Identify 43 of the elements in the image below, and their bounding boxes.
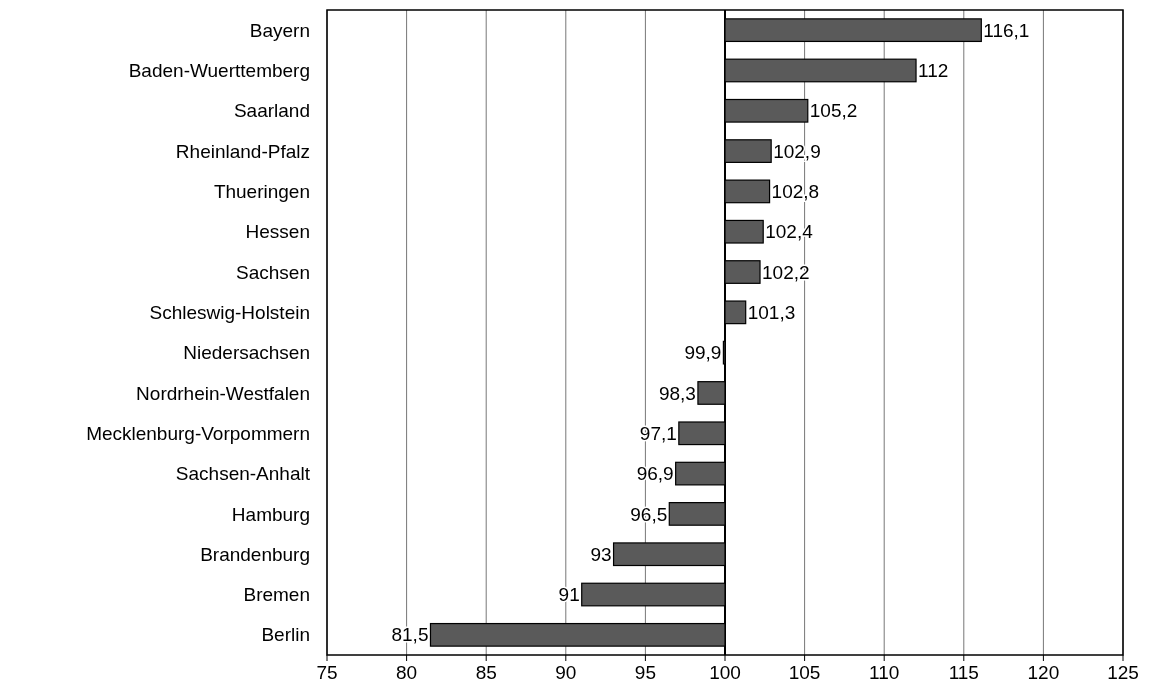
y-tick-label: Brandenburg	[200, 543, 310, 565]
y-tick-label: Thueringen	[213, 181, 310, 203]
data-label: 81,5	[391, 624, 429, 646]
x-tick-label: 125	[1107, 662, 1139, 683]
y-tick-label: Hessen	[245, 221, 310, 243]
y-tick-label: Berlin	[261, 624, 310, 646]
data-label: 102,2	[762, 261, 810, 283]
data-label: 96,5	[630, 503, 668, 525]
x-tick-label: 85	[475, 662, 497, 683]
data-label: 112	[918, 60, 949, 82]
data-label: 96,9	[636, 463, 674, 485]
data-label: 102,8	[771, 181, 820, 203]
x-tick-label: 90	[555, 662, 577, 683]
data-label: 102,9	[773, 140, 821, 162]
data-label: 102,4	[765, 221, 814, 243]
data-label: 91	[558, 584, 580, 606]
y-tick-label: Mecklenburg-Vorpommern	[86, 422, 310, 444]
data-label: 93	[590, 543, 612, 565]
y-tick-label: Nordrhein-Westfalen	[136, 382, 310, 404]
y-tick-label: Hamburg	[231, 503, 310, 525]
data-label: 101,3	[747, 301, 796, 323]
x-tick-label: 115	[948, 662, 979, 683]
x-tick-label: 75	[316, 662, 338, 683]
x-tick-label: 100	[709, 662, 741, 683]
y-tick-label: Bremen	[243, 584, 310, 606]
x-tick-label: 120	[1027, 662, 1060, 683]
data-label: 116,1	[983, 19, 1030, 41]
x-tick-label: 80	[396, 662, 418, 683]
y-tick-label: Niedersachsen	[183, 342, 310, 364]
data-label: 105,2	[809, 100, 858, 122]
y-tick-label: Baden-Wuerttemberg	[128, 60, 310, 82]
y-tick-label: Sachsen	[236, 261, 310, 283]
y-tick-label: Sachsen-Anhalt	[175, 463, 311, 485]
y-tick-label: Schleswig-Holstein	[149, 301, 310, 323]
y-tick-label: Rheinland-Pfalz	[175, 140, 310, 162]
y-tick-label: Saarland	[233, 100, 310, 122]
data-label: 99,9	[684, 342, 722, 364]
data-label: 97,1	[639, 422, 677, 444]
x-tick-label: 105	[788, 662, 821, 683]
y-tick-label: Bayern	[249, 19, 310, 41]
data-label: 98,3	[658, 382, 696, 404]
x-tick-label: 110	[869, 662, 900, 683]
x-tick-label: 95	[634, 662, 656, 683]
